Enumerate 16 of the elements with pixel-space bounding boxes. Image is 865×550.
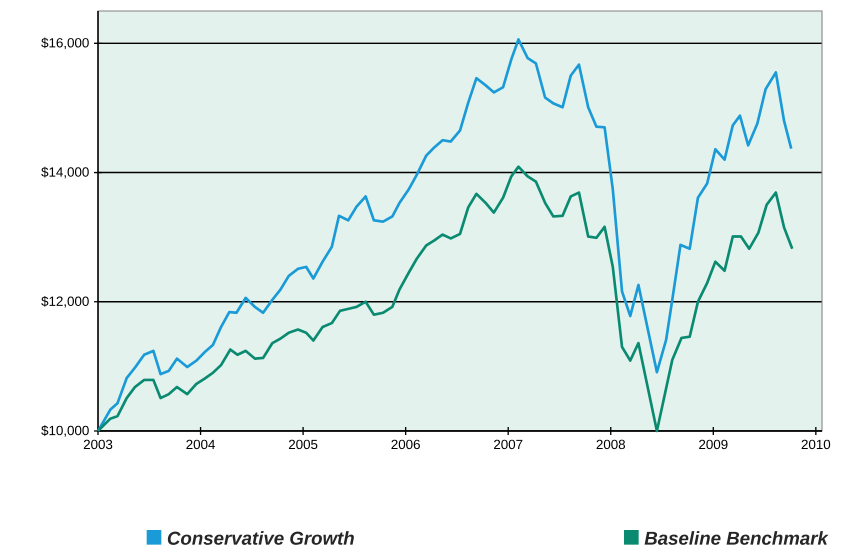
legend-label: Conservative Growth	[168, 531, 354, 545]
y-tick-label: $12,000	[41, 296, 89, 308]
x-tick-label: 2010	[802, 440, 830, 450]
x-tick-label: 2009	[699, 440, 728, 450]
y-tick-label: $14,000	[41, 166, 89, 178]
y-tick-label: $10,000	[41, 425, 89, 437]
line-series	[96, 38, 793, 432]
x-tick-label: 2004	[186, 440, 215, 450]
x-tick-label: 2003	[84, 440, 112, 450]
x-tick-label: 2008	[596, 440, 625, 450]
x-tick-label: 2006	[391, 440, 420, 450]
y-tick-label: $16,000	[41, 38, 89, 50]
x-tick-label: 2007	[494, 440, 522, 450]
line-series	[96, 165, 794, 432]
x-tick-label: 2005	[288, 440, 318, 450]
legend-label: Baseline Benchmark	[644, 531, 829, 545]
